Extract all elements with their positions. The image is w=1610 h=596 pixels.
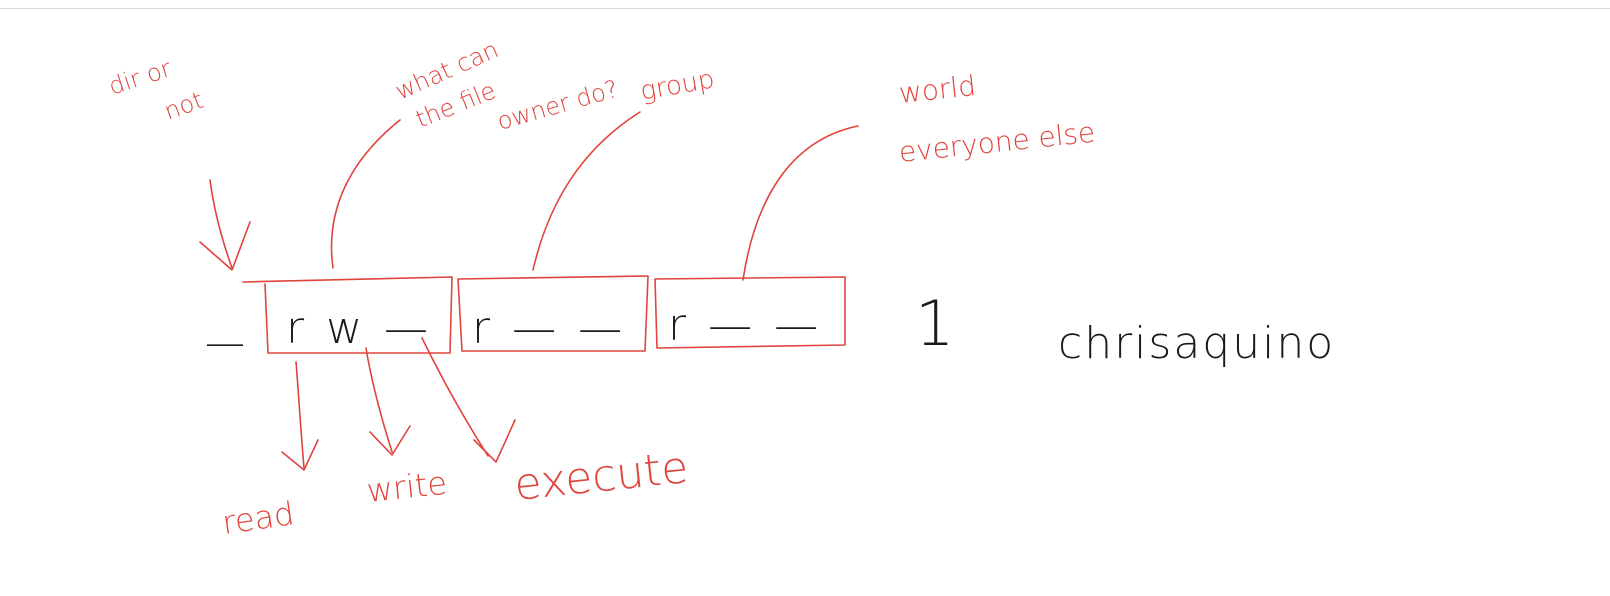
owner-box bbox=[242, 276, 453, 354]
world-permissions: r — — bbox=[668, 300, 822, 351]
label-world: world bbox=[897, 69, 977, 110]
label-owner-do: owner do? bbox=[494, 75, 621, 136]
dir-pointer-line bbox=[209, 179, 233, 269]
world-pointer-line bbox=[742, 125, 859, 281]
label-everyone-else: everyone else bbox=[897, 116, 1096, 169]
write-pointer-line bbox=[365, 347, 393, 453]
link-count: 1 bbox=[915, 287, 954, 360]
type-flag: — bbox=[205, 320, 245, 366]
dir-pointer-arrowhead bbox=[199, 221, 251, 271]
label-not: not bbox=[160, 86, 207, 126]
world-box bbox=[654, 276, 846, 349]
execute-pointer-arrowhead bbox=[473, 419, 516, 463]
label-read: read bbox=[220, 494, 297, 542]
label-group: group bbox=[638, 64, 717, 107]
label-dir-or: dir or bbox=[105, 54, 175, 100]
write-pointer-arrowhead bbox=[369, 425, 411, 456]
owner-permissions: r w — bbox=[286, 303, 432, 354]
label-execute: execute bbox=[512, 442, 691, 511]
group-permissions: r — — bbox=[472, 303, 626, 354]
top-divider bbox=[0, 8, 1610, 9]
read-pointer-arrowhead bbox=[281, 439, 319, 471]
owner-pointer-line bbox=[330, 119, 401, 269]
owner-name: chrisaquino bbox=[1058, 318, 1335, 369]
read-pointer-line bbox=[295, 361, 305, 469]
group-pointer-line bbox=[532, 111, 641, 271]
label-write: write bbox=[365, 464, 449, 510]
group-box bbox=[457, 275, 649, 352]
execute-pointer-line bbox=[421, 337, 489, 457]
